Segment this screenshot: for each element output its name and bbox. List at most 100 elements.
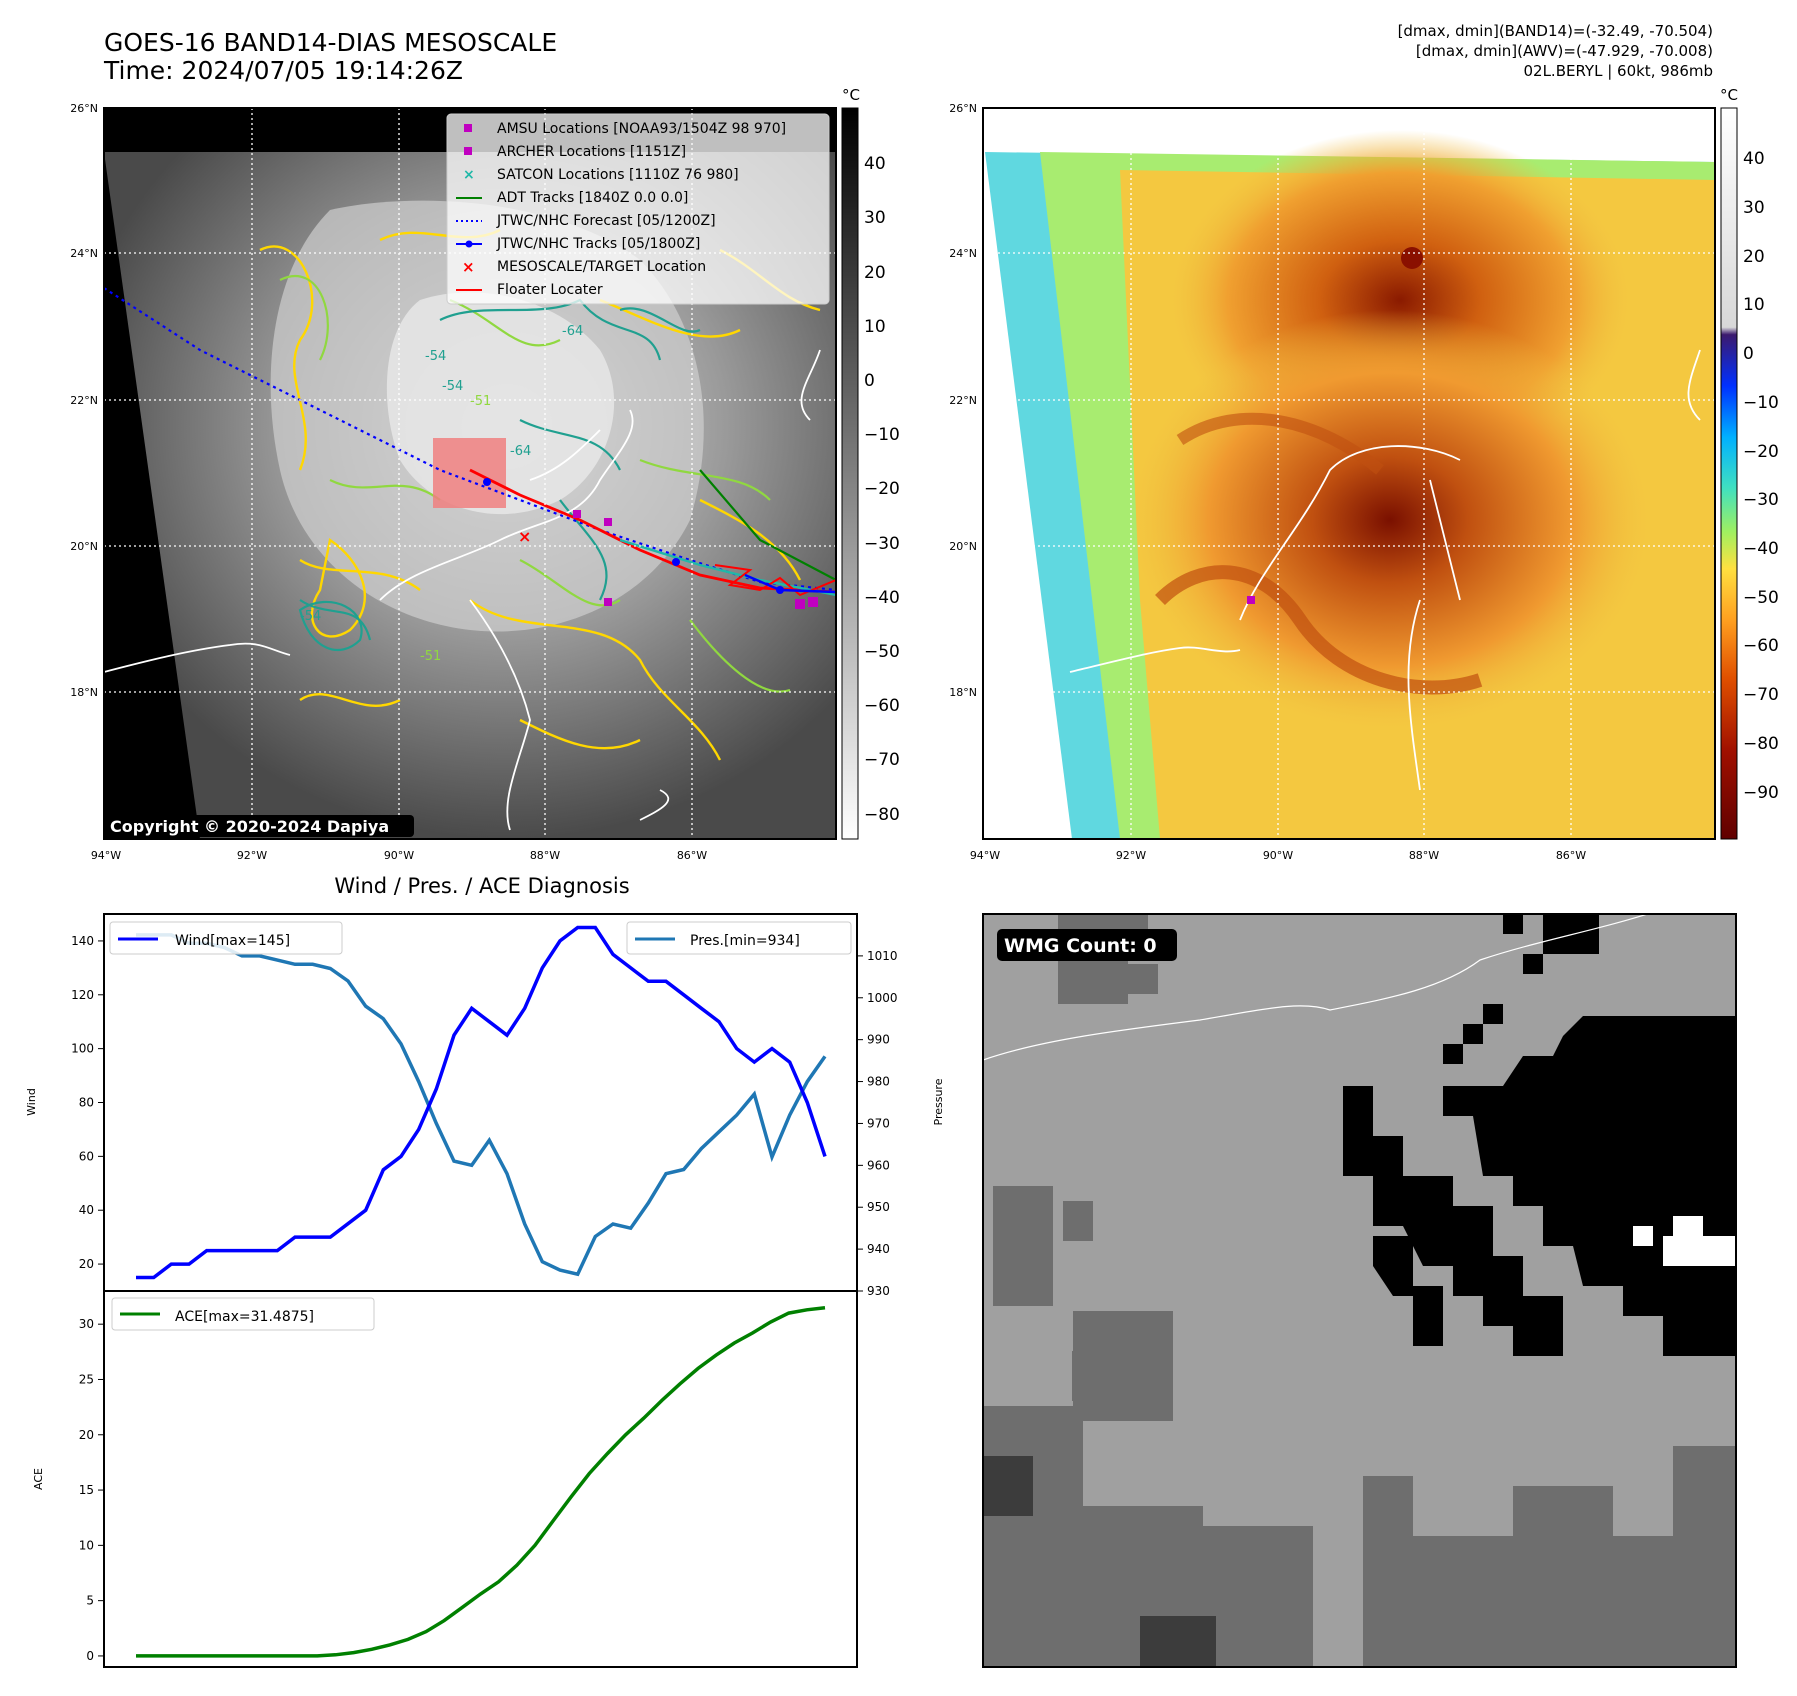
ace-chart: 30 25 20 15 10 5 0 bbox=[79, 1305, 826, 1663]
figure-title: GOES-16 BAND14-DIAS MESOSCALE bbox=[104, 28, 558, 57]
wind-tick: 20 bbox=[79, 1257, 94, 1271]
info-line-3: 02L.BERYL | 60kt, 986mb bbox=[1523, 62, 1713, 80]
ir-lat-label: 24°N bbox=[70, 247, 98, 260]
info-line-2: [dmax, dmin](AWV)=(-47.929, -70.008) bbox=[1415, 42, 1713, 60]
wv-lat-label: 24°N bbox=[949, 247, 977, 260]
copyright-badge bbox=[106, 815, 414, 837]
ir-cb-tick: 10 bbox=[864, 317, 886, 337]
info-line-1: [dmax, dmin](BAND14)=(-32.49, -70.504) bbox=[1397, 22, 1713, 40]
archer-marker bbox=[604, 518, 612, 526]
ir-lat-label: 18°N bbox=[70, 686, 98, 699]
wv-lon-label: 90°W bbox=[1263, 849, 1293, 862]
ace-tick: 30 bbox=[79, 1317, 94, 1331]
copyright-text: Copyright © 2020-2024 Dapiya bbox=[110, 817, 389, 836]
ir-cb-tick: 40 bbox=[864, 154, 886, 174]
wind-tick: 100 bbox=[71, 1042, 94, 1056]
wv-lon-label: 88°W bbox=[1409, 849, 1439, 862]
adt-track bbox=[699, 469, 836, 581]
contour-label: -54 bbox=[300, 609, 321, 624]
ir-lon-label: 94°W bbox=[91, 849, 121, 862]
amsu-marker bbox=[604, 598, 612, 606]
wv-lat-label: 18°N bbox=[949, 686, 977, 699]
wv-lon-label: 92°W bbox=[1116, 849, 1146, 862]
wmg-badge bbox=[997, 929, 1177, 961]
pressure-line bbox=[136, 933, 827, 1277]
target-marker: × bbox=[518, 527, 531, 546]
pressure-tick: 950 bbox=[867, 1200, 890, 1214]
wv-lat-label: 20°N bbox=[949, 540, 977, 553]
wv-colorbar-ticks: 40 30 20 10 0 −10 −20 −30 −40 −50 −60 −7… bbox=[1743, 149, 1779, 803]
wind-tick: 60 bbox=[79, 1149, 94, 1163]
wv-cb-tick: −30 bbox=[1743, 490, 1779, 510]
pressure-legend-label: Pres.[min=934] bbox=[690, 933, 800, 949]
wind-legend: Wind[max=145] bbox=[109, 921, 343, 955]
pressure-tick: 940 bbox=[867, 1242, 890, 1256]
ace-ylabel: ACE bbox=[32, 1468, 45, 1490]
pressure-legend: Pres.[min=934] bbox=[626, 921, 852, 955]
ir-colorbar-unit: °C bbox=[842, 86, 860, 104]
diagnosis-title: Wind / Pres. / ACE Diagnosis bbox=[334, 874, 629, 898]
satcon-track bbox=[619, 538, 836, 597]
wv-lon-label: 86°W bbox=[1556, 849, 1586, 862]
ace-tick: 10 bbox=[79, 1538, 94, 1552]
wv-cb-tick: −70 bbox=[1743, 685, 1779, 705]
wv-map-panel bbox=[983, 108, 1715, 839]
nhc-track-point bbox=[483, 478, 491, 486]
wv-cb-tick: −10 bbox=[1743, 393, 1779, 413]
forecast-track bbox=[104, 287, 836, 592]
wind-tick: 120 bbox=[71, 988, 94, 1002]
ir-cb-tick: 0 bbox=[864, 371, 875, 391]
ace-tick: 25 bbox=[79, 1372, 94, 1386]
floater-box-lines bbox=[714, 564, 836, 597]
pressure-tick: 990 bbox=[867, 1033, 890, 1047]
floater-track bbox=[469, 468, 836, 594]
ir-cb-tick: −10 bbox=[864, 425, 900, 445]
legend-amsu: AMSU Locations [NOAA93/1504Z 98 970] bbox=[497, 121, 786, 137]
wv-lat-labels: 26°N 24°N 22°N 20°N 18°N bbox=[949, 102, 977, 699]
target-box bbox=[433, 438, 506, 508]
contour-label: -51 bbox=[420, 649, 441, 664]
pressure-tick: 1010 bbox=[867, 949, 898, 963]
nhc-track-point bbox=[776, 586, 784, 594]
wind-pressure-chart: 140 120 100 80 60 40 20 1010 1000 990 980 970 960 950… bbox=[71, 925, 898, 1298]
contour-label: -64 bbox=[510, 444, 531, 459]
wv-cb-tick: −20 bbox=[1743, 442, 1779, 462]
pressure-ylabel: Pressure bbox=[932, 1078, 945, 1125]
pressure-tick: 930 bbox=[867, 1284, 890, 1298]
wv-lat-label: 22°N bbox=[949, 394, 977, 407]
amsu-marker bbox=[808, 597, 818, 607]
ir-lon-label: 86°W bbox=[677, 849, 707, 862]
ace-tick: 20 bbox=[79, 1428, 94, 1442]
ir-lat-label: 26°N bbox=[70, 102, 98, 115]
legend-adt: ADT Tracks [1840Z 0.0 0.0] bbox=[497, 190, 688, 206]
wv-cb-tick: 20 bbox=[1743, 247, 1765, 267]
ir-cb-tick: 20 bbox=[864, 263, 886, 283]
ir-lon-label: 90°W bbox=[384, 849, 414, 862]
ir-cb-tick: −70 bbox=[864, 750, 900, 770]
wv-cb-tick: −50 bbox=[1743, 588, 1779, 608]
ir-cb-tick: −50 bbox=[864, 642, 900, 662]
legend-nhc-tracks: JTWC/NHC Tracks [05/1800Z] bbox=[496, 236, 700, 252]
ir-lat-label: 22°N bbox=[70, 394, 98, 407]
ace-tick: 15 bbox=[79, 1483, 94, 1497]
pressure-tick: 960 bbox=[867, 1158, 890, 1172]
wind-tick: 80 bbox=[79, 1096, 94, 1110]
wind-line bbox=[136, 925, 827, 1280]
wind-ylabel: Wind bbox=[25, 1088, 38, 1116]
ace-tick: 0 bbox=[86, 1649, 94, 1663]
amsu-marker bbox=[795, 599, 805, 609]
figure-time: Time: 2024/07/05 19:14:26Z bbox=[104, 56, 463, 85]
ir-cb-tick: −30 bbox=[864, 534, 900, 554]
wmg-panel bbox=[983, 914, 1736, 1667]
ir-legend: × × AMSU Locations [NOAA93/1504Z 98 970]… bbox=[446, 113, 830, 305]
wv-cb-tick: −90 bbox=[1743, 783, 1779, 803]
ace-line bbox=[136, 1305, 826, 1658]
contour-label: -64 bbox=[562, 324, 583, 339]
legend-archer: ARCHER Locations [1151Z] bbox=[497, 144, 686, 160]
ir-lat-label: 20°N bbox=[70, 540, 98, 553]
wv-lon-labels: 94°W 92°W 90°W 88°W 86°W bbox=[970, 849, 1586, 862]
wind-legend-label: Wind[max=145] bbox=[175, 933, 290, 949]
svg-text:×: × bbox=[462, 258, 475, 276]
legend-satcon: SATCON Locations [1110Z 76 980] bbox=[497, 167, 739, 183]
wv-colorbar bbox=[1720, 107, 1738, 840]
